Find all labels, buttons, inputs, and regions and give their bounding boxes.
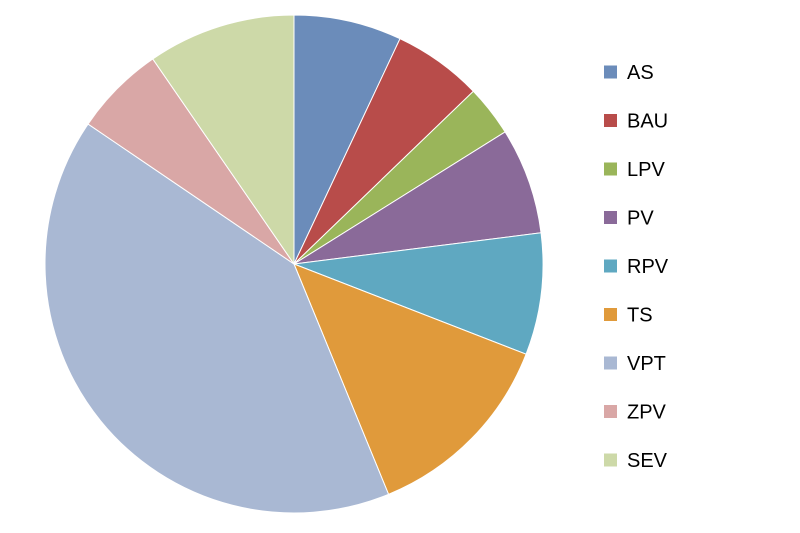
legend-label-as: AS [627, 62, 654, 84]
legend-label-lpv: LPV [627, 159, 665, 181]
legend: AS BAU LPV PV RPV TS VPT ZPV SEV [604, 62, 669, 472]
legend-swatch-vpt [604, 356, 617, 370]
legend-label-pv: PV [627, 208, 654, 230]
legend-swatch-rpv [604, 259, 617, 273]
legend-swatch-sev [604, 453, 617, 467]
pie-slice-as [293, 14, 401, 265]
legend-label-sev: SEV [627, 450, 668, 472]
legend-label-zpv: ZPV [627, 402, 667, 424]
legend-label-rpv: RPV [627, 256, 669, 278]
pie-slice-sev [152, 14, 295, 266]
pie-slice-ts [293, 263, 527, 495]
legend-label-vpt: VPT [627, 353, 666, 375]
legend-swatch-bau [604, 114, 617, 127]
pie-slices [44, 14, 544, 514]
legend-swatch-ts [604, 308, 617, 321]
legend-swatch-pv [604, 211, 617, 224]
legend-swatch-zpv [604, 405, 617, 418]
legend-swatch-lpv [604, 162, 617, 176]
pie-slice-rpv [293, 232, 544, 355]
pie-slice-pv [293, 131, 542, 265]
legend-label-bau: BAU [627, 111, 668, 133]
legend-swatch-as [604, 65, 617, 79]
legend-label-ts: TS [627, 305, 653, 327]
pie-slice-vpt [44, 123, 390, 514]
